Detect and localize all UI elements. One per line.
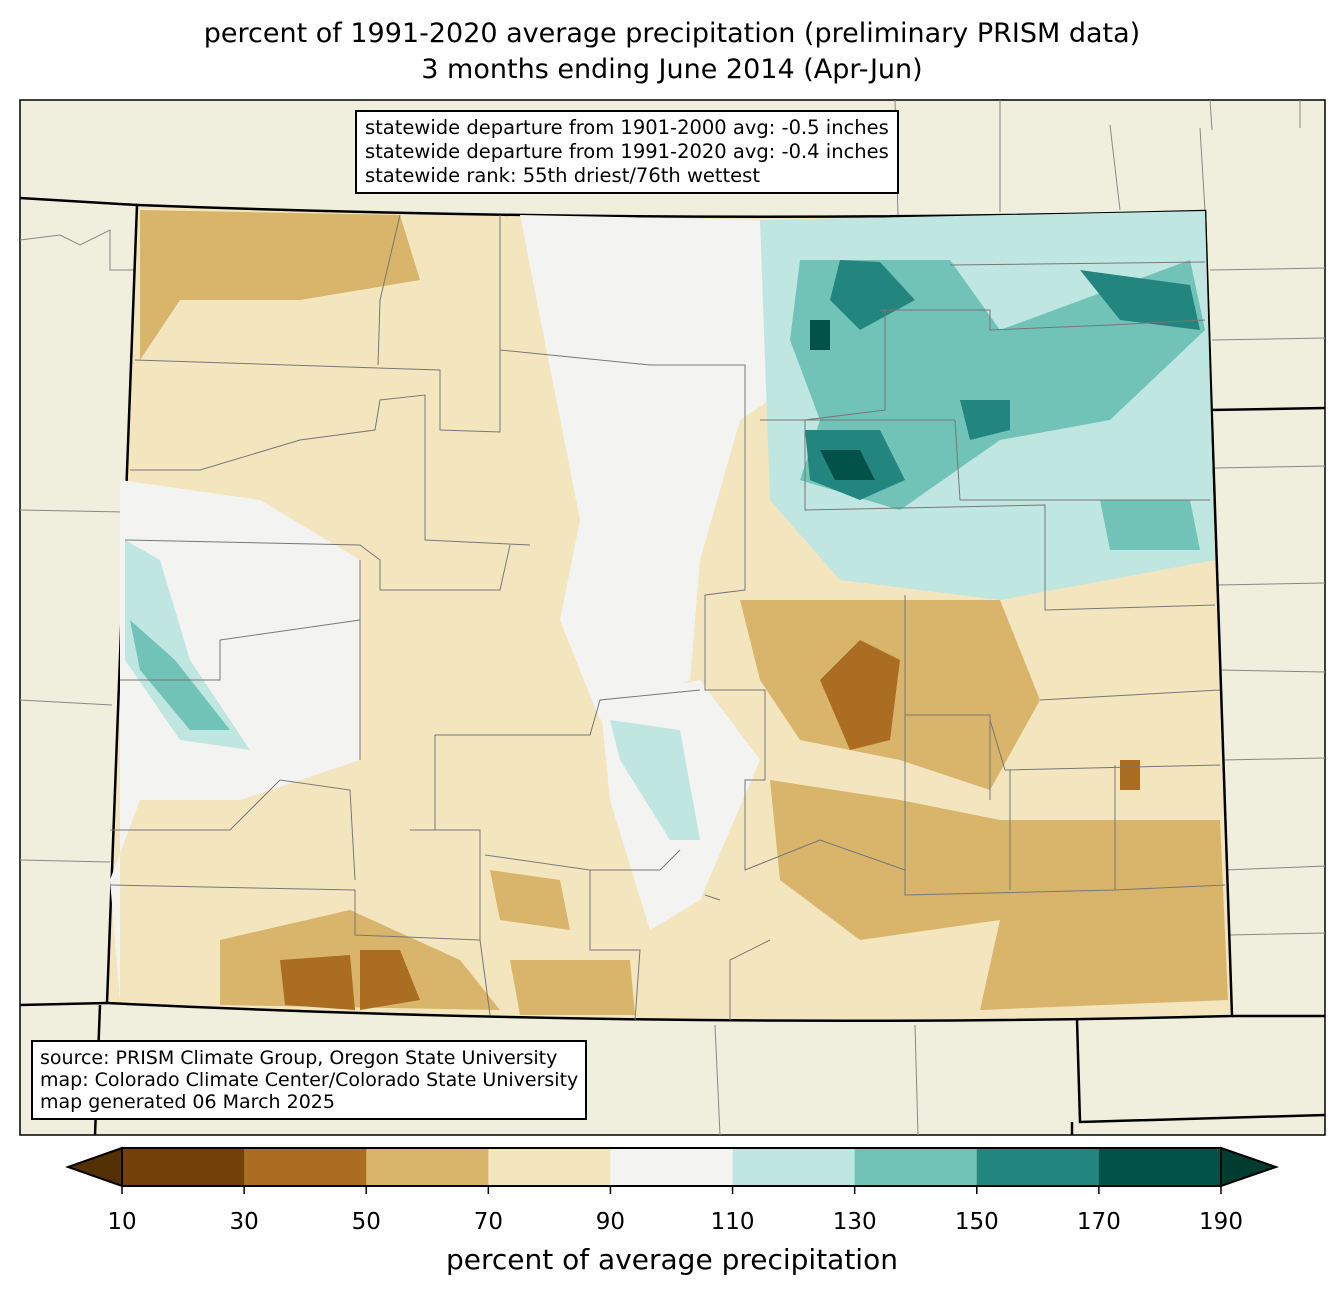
colorbar-over-arrow xyxy=(1220,1146,1280,1188)
colorbar-under-arrow xyxy=(64,1146,123,1188)
colorbar-frame xyxy=(121,1147,1222,1187)
colorbar-segment xyxy=(732,1148,856,1186)
colorbar-tick-label: 190 xyxy=(1199,1209,1243,1235)
credits-box: source: PRISM Climate Group, Oregon Stat… xyxy=(31,1040,588,1120)
county-borders xyxy=(109,214,1226,1021)
colorbar-segment xyxy=(976,1148,1100,1186)
colorbar-tick-label: 150 xyxy=(955,1209,999,1235)
statewide-stats-box: statewide departure from 1901-2000 avg: … xyxy=(355,110,899,194)
colorbar-segment xyxy=(244,1148,367,1186)
map-title: percent of 1991-2020 average precipitati… xyxy=(203,18,1141,49)
colorbar-tick-label: 10 xyxy=(107,1209,136,1235)
colorbar-segment xyxy=(122,1148,245,1186)
colorbar-segment xyxy=(488,1148,611,1186)
colorbar-tick-label: 170 xyxy=(1077,1209,1121,1235)
precipitation-regions xyxy=(110,210,1228,1015)
colorbar-segment xyxy=(1098,1148,1222,1186)
credit-generated: map generated 06 March 2025 xyxy=(40,1091,335,1113)
colorbar-tick-label: 90 xyxy=(596,1209,625,1235)
colorbar: 10 30 50 70 90 110 130 150 170 190 xyxy=(64,1146,1280,1235)
colorbar-segment xyxy=(366,1148,489,1186)
colorbar-tick-label: 110 xyxy=(711,1209,755,1235)
colorbar-segment xyxy=(610,1148,734,1186)
stat-departure-1991-2020: statewide departure from 1991-2020 avg: … xyxy=(365,140,889,163)
colorbar-tick-label: 70 xyxy=(474,1209,503,1235)
credit-map: map: Colorado Climate Center/Colorado St… xyxy=(40,1069,579,1091)
colorbar-label: percent of average precipitation xyxy=(446,1243,898,1276)
colorbar-tick-label: 130 xyxy=(833,1209,877,1235)
colorbar-tick-label: 50 xyxy=(352,1209,381,1235)
colorbar-tick-label: 30 xyxy=(229,1209,258,1235)
colorbar-segment xyxy=(854,1148,978,1186)
stat-departure-1901-2000: statewide departure from 1901-2000 avg: … xyxy=(365,116,889,139)
stat-rank: statewide rank: 55th driest/76th wettest xyxy=(365,164,760,187)
map-subtitle: 3 months ending June 2014 (Apr-Jun) xyxy=(421,54,923,85)
credit-source: source: PRISM Climate Group, Oregon Stat… xyxy=(40,1047,558,1069)
